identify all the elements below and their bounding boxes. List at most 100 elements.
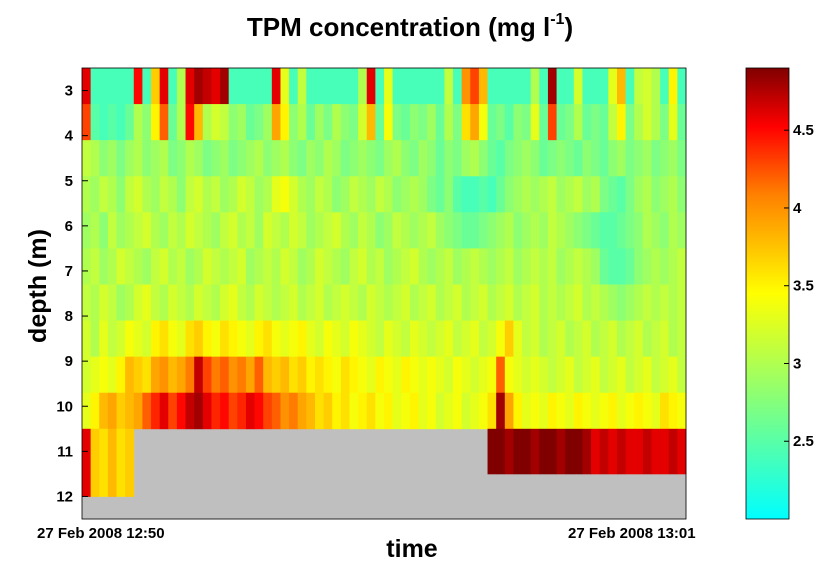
heatmap-cell: [444, 284, 454, 321]
heatmap-cell: [435, 176, 445, 213]
heatmap-cell: [651, 356, 661, 394]
heatmap-cell: [289, 248, 299, 285]
heatmap-cell: [522, 104, 532, 141]
heatmap-cell: [99, 212, 109, 249]
heatmap-cell: [522, 428, 532, 475]
heatmap-cell: [444, 68, 454, 105]
heatmap-cell: [211, 320, 221, 358]
heatmap-cell: [280, 248, 290, 285]
heatmap-cell: [409, 104, 419, 141]
heatmap-cell: [263, 176, 273, 213]
heatmap-cell: [616, 320, 626, 358]
heatmap-cell: [392, 212, 402, 249]
y-axis-label: depth (m): [24, 229, 52, 343]
heatmap-cell: [401, 392, 411, 430]
heatmap-cell: [453, 284, 463, 321]
heatmap-cell: [556, 68, 566, 105]
heatmap-cell: [151, 212, 161, 249]
heatmap-cell: [340, 140, 350, 177]
heatmap-cell: [625, 356, 635, 394]
heatmap-cell: [314, 392, 324, 430]
heatmap-cell: [547, 284, 557, 321]
heatmap-cell: [591, 140, 601, 177]
heatmap-cell: [470, 176, 480, 213]
heatmap-cell: [82, 104, 92, 141]
heatmap-cell: [228, 104, 238, 141]
heatmap-cell: [125, 320, 135, 358]
heatmap-cell: [159, 392, 169, 430]
heatmap-cell: [254, 284, 264, 321]
heatmap-cell: [668, 284, 678, 321]
heatmap-cell: [522, 68, 532, 105]
heatmap-cell: [289, 212, 299, 249]
heatmap-cell: [211, 140, 221, 177]
heatmap-cell: [401, 356, 411, 394]
heatmap-cell: [211, 248, 221, 285]
heatmap-cell: [332, 68, 342, 105]
heatmap-cell: [349, 248, 359, 285]
heatmap-cell: [487, 428, 497, 475]
heatmap-cell: [444, 104, 454, 141]
heatmap-cell: [142, 392, 152, 430]
heatmap-cell: [99, 104, 109, 141]
heatmap-cell: [522, 284, 532, 321]
heatmap-cell: [565, 104, 575, 141]
heatmap-cell: [306, 212, 316, 249]
heatmap-cell: [185, 68, 195, 105]
heatmap-cell: [470, 212, 480, 249]
heatmap-cell: [539, 392, 549, 430]
y-tick-label: 8: [65, 308, 73, 325]
heatmap-cell: [125, 428, 135, 475]
heatmap-cell: [99, 248, 109, 285]
heatmap-cell: [634, 320, 644, 358]
heatmap-cell: [513, 356, 523, 394]
heatmap-cell: [409, 356, 419, 394]
heatmap-cell: [323, 248, 333, 285]
heatmap-cell: [642, 212, 652, 249]
heatmap-cell: [427, 140, 437, 177]
heatmap-cell: [151, 320, 161, 358]
heatmap-cell: [651, 68, 661, 105]
heatmap-cell: [82, 473, 92, 497]
heatmap-cell: [668, 104, 678, 141]
heatmap-cell: [107, 356, 117, 394]
heatmap-cell: [366, 212, 376, 249]
heatmap-cell: [151, 248, 161, 285]
heatmap-cell: [107, 248, 117, 285]
heatmap-cell: [349, 140, 359, 177]
heatmap-cell: [228, 356, 238, 394]
heatmap-cell: [306, 68, 316, 105]
heatmap-cell: [530, 104, 540, 141]
heatmap-cell: [90, 284, 100, 321]
heatmap-cell: [668, 320, 678, 358]
heatmap-cell: [539, 428, 549, 475]
heatmap-cell: [142, 320, 152, 358]
heatmap-cell: [90, 68, 100, 105]
heatmap-cell: [625, 284, 635, 321]
heatmap-cell: [599, 392, 609, 430]
heatmap-cell: [185, 176, 195, 213]
heatmap-cell: [392, 392, 402, 430]
heatmap-cell: [487, 212, 497, 249]
heatmap-cell: [116, 140, 126, 177]
heatmap-cell: [323, 212, 333, 249]
heatmap-cell: [608, 176, 618, 213]
heatmap-cell: [461, 392, 471, 430]
heatmap-cell: [176, 68, 186, 105]
heatmap-cell: [289, 68, 299, 105]
heatmap-cell: [522, 140, 532, 177]
heatmap-cell: [401, 140, 411, 177]
heatmap-cell: [616, 68, 626, 105]
heatmap-cell: [582, 248, 592, 285]
heatmap-cell: [677, 320, 687, 358]
heatmap-cell: [133, 320, 143, 358]
heatmap-cell: [513, 212, 523, 249]
heatmap-cell: [642, 284, 652, 321]
heatmap-cell: [522, 212, 532, 249]
heatmap-cell: [513, 392, 523, 430]
heatmap-cell: [237, 104, 247, 141]
heatmap-cell: [591, 104, 601, 141]
heatmap-cell: [616, 428, 626, 475]
heatmap-cell: [349, 176, 359, 213]
